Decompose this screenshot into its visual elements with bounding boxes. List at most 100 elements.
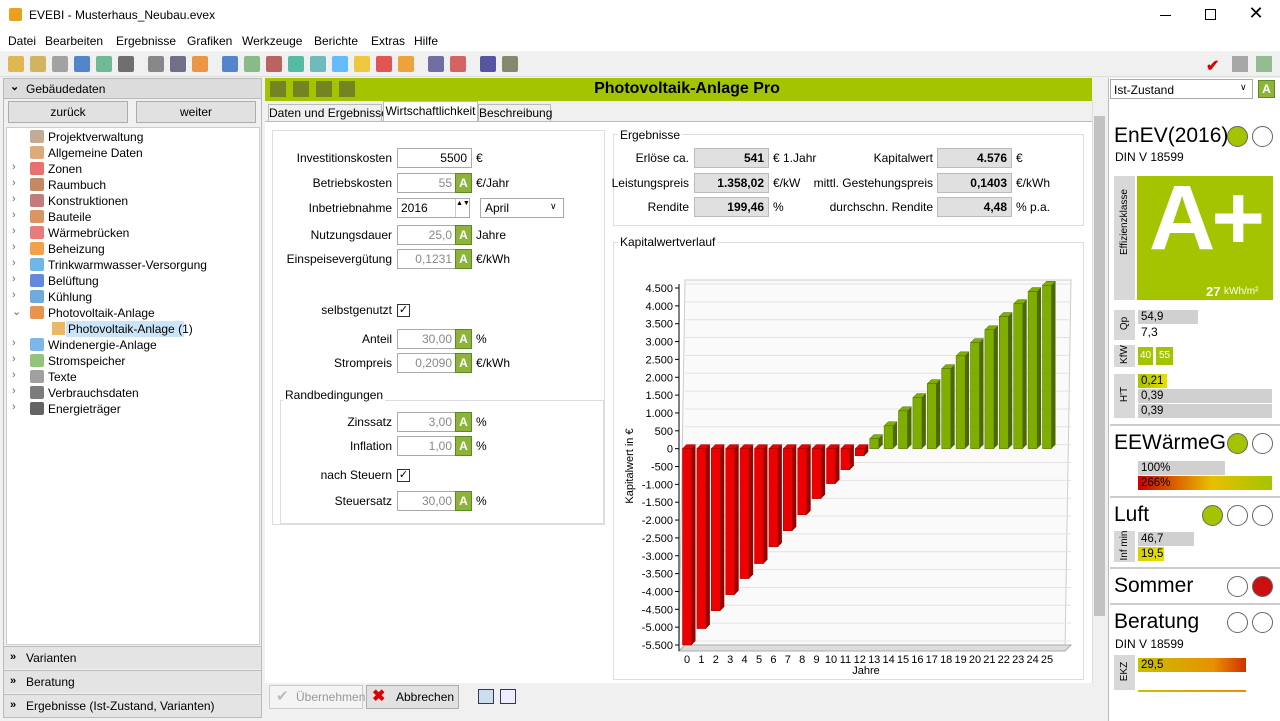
variant-select[interactable]: Ist-Zustand — [1110, 79, 1253, 99]
spin-input[interactable]: 2016 — [397, 198, 470, 218]
minimize-button[interactable] — [1160, 15, 1171, 16]
next-button[interactable]: weiter — [136, 101, 256, 123]
maximize-button[interactable] — [1205, 9, 1216, 20]
menu-item[interactable]: Extras — [371, 34, 406, 48]
tree-item[interactable]: Photovoltaik-Anlage (1) — [68, 322, 193, 336]
tree-item[interactable]: Zonen — [48, 162, 83, 176]
toolbar-button[interactable] — [428, 56, 444, 72]
section-title[interactable]: Varianten — [26, 651, 77, 665]
toolbar-button[interactable] — [222, 56, 238, 72]
tree-item[interactable]: Bauteile — [48, 210, 92, 224]
toolbar-button[interactable] — [266, 56, 282, 72]
auto-button[interactable]: A — [455, 353, 472, 373]
checkbox[interactable]: ✓ — [397, 469, 410, 482]
tree-item[interactable]: Windenergie-Anlage — [48, 338, 157, 352]
auto-button[interactable]: A — [455, 412, 472, 432]
cancel-button[interactable]: Abbrechen — [366, 685, 459, 709]
text-input[interactable]: 30,00 — [397, 491, 457, 511]
text-input[interactable]: 55 — [397, 173, 457, 193]
tree-item[interactable]: Projektverwaltung — [48, 130, 144, 144]
toolbar-button[interactable] — [74, 56, 90, 72]
toolbar-button[interactable] — [502, 56, 518, 72]
text-input[interactable]: 0,1231 — [397, 249, 457, 269]
tree-item[interactable]: Beheizung — [48, 242, 105, 256]
section-title[interactable]: Ergebnisse (Ist-Zustand, Varianten) — [26, 699, 215, 713]
menu-item[interactable]: Werkzeuge — [242, 34, 303, 48]
toolbar-button[interactable] — [8, 56, 24, 72]
toolbar-button[interactable] — [398, 56, 414, 72]
menu-item[interactable]: Bearbeiten — [45, 34, 104, 48]
toolbar-button[interactable] — [450, 56, 466, 72]
back-button[interactable]: zurück — [8, 101, 128, 123]
tab-active[interactable]: Wirtschaftlichkeit — [383, 101, 478, 122]
tree-item[interactable]: Konstruktionen — [48, 194, 129, 208]
toolbar-button[interactable] — [288, 56, 304, 72]
text-input[interactable]: 3,00 — [397, 412, 457, 432]
text-input[interactable]: 0,2090 — [397, 353, 457, 373]
tree-item[interactable]: Belüftung — [48, 274, 99, 288]
toolbar-button[interactable]: ✔ — [1206, 58, 1220, 75]
tree-item[interactable]: Allgemeine Daten — [48, 146, 143, 160]
tree-item[interactable]: Verbrauchsdaten — [48, 386, 139, 400]
menu-item[interactable]: Grafiken — [187, 34, 233, 48]
apply-button[interactable]: Übernehmen — [269, 685, 365, 709]
toolbar-button[interactable] — [192, 56, 208, 72]
toolbar-button[interactable] — [354, 56, 370, 72]
auto-button[interactable]: A — [455, 173, 472, 193]
text-input[interactable]: 30,00 — [397, 329, 457, 349]
section-bar[interactable] — [4, 694, 261, 717]
auto-button[interactable]: A — [455, 491, 472, 511]
tree-item[interactable]: Kühlung — [48, 290, 93, 304]
auto-button[interactable]: A — [455, 436, 472, 456]
toolbar-button[interactable] — [332, 56, 348, 72]
toolbar-button[interactable] — [1256, 56, 1272, 72]
status-light — [1227, 576, 1248, 597]
header-tool[interactable] — [293, 81, 309, 97]
toolbar-button[interactable] — [480, 56, 496, 72]
toolbar-button[interactable] — [96, 56, 112, 72]
menu-item[interactable]: Berichte — [314, 34, 359, 48]
header-tool[interactable] — [316, 81, 332, 97]
toolbar-button[interactable] — [52, 56, 68, 72]
close-button[interactable]: ✕ — [1248, 3, 1264, 24]
section-title[interactable]: Beratung — [26, 675, 75, 689]
tree-item[interactable]: Raumbuch — [48, 178, 107, 192]
checkbox[interactable]: ✓ — [397, 304, 410, 317]
month-select[interactable]: April — [480, 198, 564, 218]
field-unit: €/kWh — [476, 356, 511, 370]
scroll-thumb[interactable] — [1094, 116, 1105, 616]
auto-button[interactable]: A — [455, 249, 472, 269]
status-button[interactable]: A — [1258, 80, 1275, 98]
bar — [912, 397, 923, 449]
toolbar-button[interactable] — [148, 56, 164, 72]
auto-button[interactable]: A — [455, 225, 472, 245]
toolbar-button[interactable] — [376, 56, 392, 72]
tab[interactable]: Beschreibung — [478, 104, 553, 122]
tree-item[interactable]: Energieträger — [48, 402, 121, 416]
toolbar-button[interactable] — [310, 56, 326, 72]
menu-item[interactable]: Hilfe — [414, 34, 439, 48]
toolbar-button[interactable] — [118, 56, 134, 72]
tab[interactable]: Daten und Ergebnisse — [268, 104, 388, 122]
auto-button[interactable]: A — [455, 329, 472, 349]
menu-item[interactable]: Ergebnisse — [116, 34, 177, 48]
tree-item[interactable]: Wärmebrücken — [48, 226, 130, 240]
view-button[interactable] — [478, 689, 494, 704]
tree-item[interactable]: Texte — [48, 370, 77, 384]
text-input[interactable]: 5500 — [397, 148, 472, 168]
section-bar[interactable] — [4, 646, 261, 669]
tree-item[interactable]: Stromspeicher — [48, 354, 126, 368]
section-bar[interactable] — [4, 670, 261, 693]
menu-item[interactable]: Datei — [8, 34, 37, 48]
toolbar-button[interactable] — [30, 56, 46, 72]
tree-item[interactable]: Trinkwarmwasser-Versorgung — [48, 258, 207, 272]
tree-item[interactable]: Photovoltaik-Anlage — [48, 306, 155, 320]
text-input[interactable]: 25,0 — [397, 225, 457, 245]
toolbar-button[interactable] — [1232, 56, 1248, 72]
toolbar-button[interactable] — [170, 56, 186, 72]
view-button[interactable] — [500, 689, 516, 704]
header-tool[interactable] — [270, 81, 286, 97]
text-input[interactable]: 1,00 — [397, 436, 457, 456]
toolbar-button[interactable] — [244, 56, 260, 72]
header-tool[interactable] — [339, 81, 355, 97]
